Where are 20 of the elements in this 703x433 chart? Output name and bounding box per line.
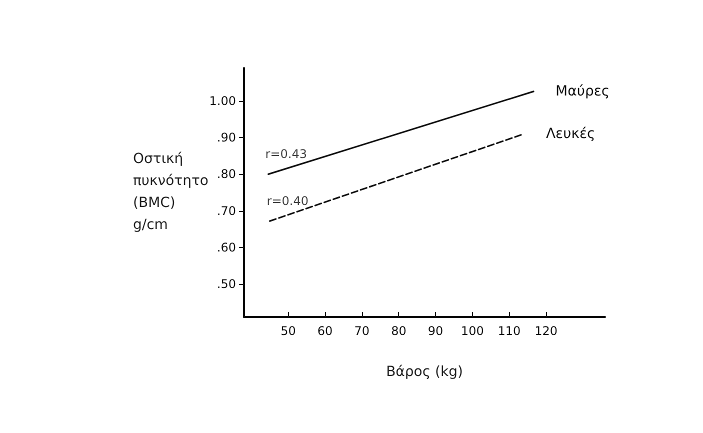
x-tick-label: 50 xyxy=(280,324,296,338)
x-tick-label: 110 xyxy=(498,324,521,338)
y-tick-label: .60 xyxy=(216,240,236,254)
x-tick-label: 60 xyxy=(317,324,333,338)
y-tick-label: .70 xyxy=(216,204,236,218)
series-label: Λευκές xyxy=(546,126,596,142)
x-axis-title: Βάρος (kg) xyxy=(386,364,463,380)
y-axis-title: Οστική πυκνότητο (BMC) g/cm xyxy=(133,151,208,233)
annotation: r=0.40 xyxy=(266,194,309,208)
y-tick-label: 1.00 xyxy=(209,94,236,108)
x-tick-label: 100 xyxy=(460,324,484,338)
series-label: Μαύρες xyxy=(556,83,610,100)
x-tick-label: 70 xyxy=(354,324,370,338)
x-tick-label: 90 xyxy=(428,324,444,338)
x-tick-label: 80 xyxy=(391,324,406,338)
x-tick-label: 120 xyxy=(534,324,558,338)
y-tick-label: .90 xyxy=(216,130,236,145)
y-tick-label: .80 xyxy=(216,167,236,182)
annotation: r=0.43 xyxy=(265,147,308,162)
y-tick-label: .50 xyxy=(216,277,236,292)
